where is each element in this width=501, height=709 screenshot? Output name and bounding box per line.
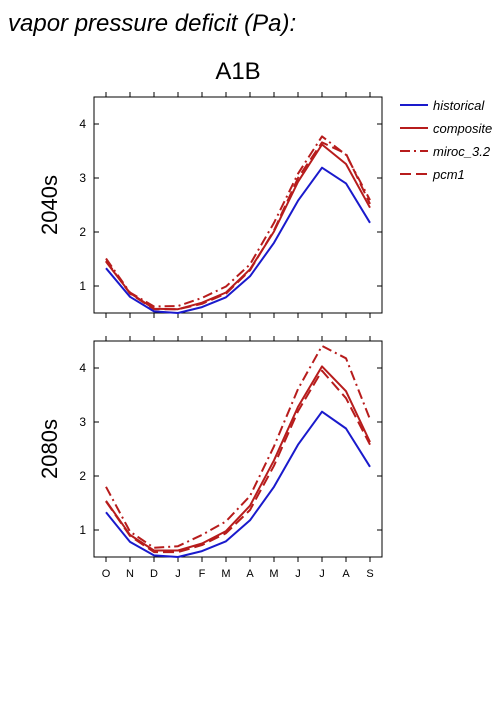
- legend-label-historical: historical: [433, 98, 485, 113]
- series-line-pcm1: [105, 369, 371, 554]
- x-tick-label: J: [319, 568, 325, 580]
- y-tick-label: 2: [79, 225, 86, 239]
- series-line-composite: [105, 365, 371, 552]
- x-tick-label: A: [246, 568, 254, 580]
- plot-frame: [93, 340, 383, 558]
- y-tick-label: 3: [79, 415, 86, 429]
- legend-item-composite: composite: [400, 121, 492, 136]
- series-line-miroc-3-2: [105, 135, 371, 308]
- series-line-historical: [105, 410, 371, 558]
- x-tick-label: D: [150, 568, 158, 580]
- series-line-historical: [105, 166, 371, 314]
- series-line-composite: [105, 143, 371, 311]
- y-tick-label: 1: [79, 279, 86, 293]
- x-tick-label: J: [175, 568, 181, 580]
- series-line-miroc-3-2: [105, 344, 371, 549]
- y-tick-label: 3: [79, 171, 86, 185]
- legend-item-pcm1: pcm1: [400, 167, 465, 182]
- y-tick-label: 4: [79, 361, 86, 375]
- x-tick-label: O: [102, 568, 111, 580]
- x-tick-label: F: [199, 568, 206, 580]
- plot-frame: [93, 96, 383, 314]
- panel-2040s: 2040s 1 2 3 4: [37, 92, 383, 318]
- series-line-pcm1: [105, 141, 371, 311]
- row-label-2040s: 2040s: [37, 175, 62, 235]
- scenario-title: A1B: [215, 58, 260, 85]
- legend: historical composite miroc_3.2 pcm1: [400, 98, 492, 182]
- row-label-2080s: 2080s: [37, 419, 62, 479]
- legend-item-historical: historical: [400, 98, 485, 113]
- y-tick-label: 4: [79, 117, 86, 131]
- page-title: vapor pressure deficit (Pa):: [8, 10, 296, 37]
- x-tick-label: J: [295, 568, 301, 580]
- legend-label-composite: composite: [433, 121, 492, 136]
- x-tick-label: N: [126, 568, 134, 580]
- x-tick-label: A: [342, 568, 350, 580]
- panel-2080s: 2080s 1 2 3 4 O N D J F M A M J J A S: [37, 336, 383, 580]
- legend-label-pcm1: pcm1: [432, 167, 465, 182]
- y-tick-label: 1: [79, 523, 86, 537]
- x-tick-label: S: [366, 568, 373, 580]
- legend-label-miroc: miroc_3.2: [433, 144, 491, 159]
- y-tick-label: 2: [79, 469, 86, 483]
- legend-item-miroc: miroc_3.2: [400, 144, 491, 159]
- x-tick-label: M: [221, 568, 230, 580]
- x-tick-label: M: [269, 568, 278, 580]
